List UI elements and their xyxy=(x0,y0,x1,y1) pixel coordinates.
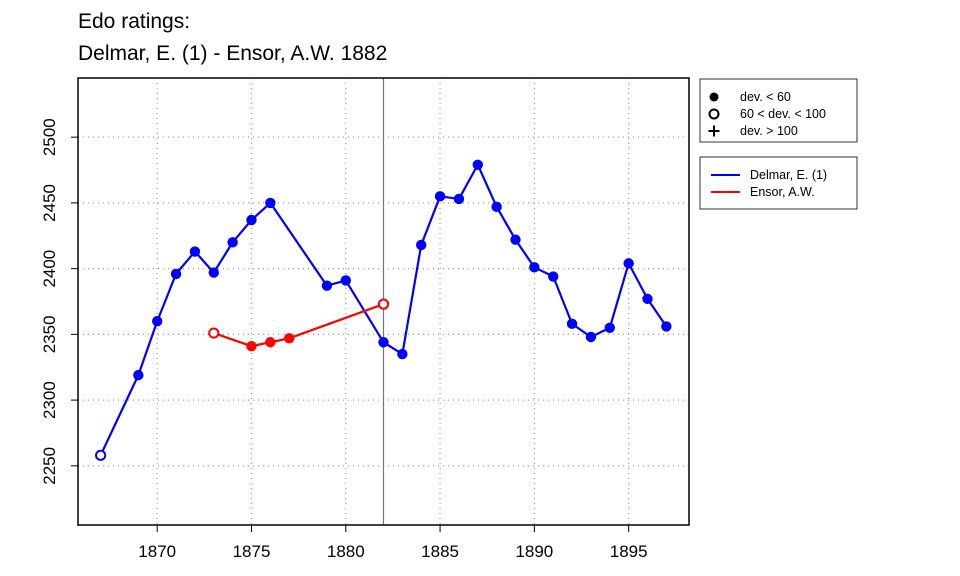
legend-label-delmar: Delmar, E. (1) xyxy=(750,168,827,182)
data-point xyxy=(510,234,521,245)
marker-legend-item-1: 60 < dev. < 100 xyxy=(740,107,826,121)
y-tick-label: 2300 xyxy=(40,381,59,419)
data-point xyxy=(491,201,502,213)
data-point xyxy=(623,258,634,269)
x-tick-label: 1875 xyxy=(233,542,271,561)
series-layer xyxy=(95,159,672,461)
data-point-open xyxy=(208,327,220,339)
legend-label-ensor: Ensor, A.W. xyxy=(750,185,815,199)
series-legend: Delmar, E. (1) Ensor, A.W. xyxy=(699,156,858,210)
chart-subtitle: Delmar, E. (1) - Ensor, A.W. 1882 xyxy=(78,42,387,65)
marker-legend-box xyxy=(699,78,858,143)
x-tick-label: 1880 xyxy=(327,542,365,561)
series-0 xyxy=(95,159,672,461)
data-point xyxy=(397,348,408,360)
data-point xyxy=(453,193,465,205)
data-point-open xyxy=(95,449,107,461)
y-tick-label: 2350 xyxy=(40,315,59,353)
data-point xyxy=(529,262,540,273)
data-point xyxy=(284,333,295,344)
data-point xyxy=(585,331,597,343)
data-point xyxy=(246,341,257,352)
plus-icon xyxy=(708,125,720,137)
data-point xyxy=(133,369,144,381)
data-point xyxy=(642,293,653,305)
data-point xyxy=(208,267,219,278)
data-point xyxy=(566,318,578,330)
data-point xyxy=(246,214,257,226)
data-point xyxy=(227,237,238,248)
series-legend-box xyxy=(699,156,858,210)
series-line xyxy=(213,303,384,348)
data-point xyxy=(661,321,672,332)
y-tick-label: 2450 xyxy=(40,184,59,222)
data-point xyxy=(170,268,182,280)
marker-legend: dev. < 60 60 < dev. < 100 dev. > 100 xyxy=(699,78,858,143)
data-point xyxy=(472,159,483,170)
y-tick-label: 2250 xyxy=(40,447,59,485)
y-tick-label: 2400 xyxy=(40,250,59,288)
chart-title: Edo ratings: xyxy=(78,10,190,33)
data-point xyxy=(434,191,446,202)
data-point xyxy=(321,280,333,291)
marker-legend-item-2: dev. > 100 xyxy=(740,124,798,138)
data-point xyxy=(378,337,389,348)
series-1 xyxy=(208,298,390,352)
data-point-open xyxy=(377,298,390,310)
y-tick-label: 2500 xyxy=(40,118,59,156)
x-tick-label: 1895 xyxy=(610,542,648,561)
plot-frame xyxy=(77,77,690,526)
data-point xyxy=(265,197,276,209)
data-point xyxy=(340,275,351,286)
filled-circle-icon xyxy=(709,92,719,102)
y-axis: 2250 2300 2350 2400 2450 2500 xyxy=(40,118,78,485)
data-point xyxy=(416,239,427,251)
data-point xyxy=(152,316,163,327)
open-circle-icon xyxy=(708,108,720,120)
data-point xyxy=(189,246,201,257)
data-point xyxy=(548,271,559,282)
marker-legend-item-0: dev. < 60 xyxy=(740,90,791,104)
x-tick-label: 1885 xyxy=(421,542,459,561)
data-point xyxy=(265,337,276,348)
data-point xyxy=(604,322,615,333)
x-tick-label: 1870 xyxy=(138,542,176,561)
x-tick-label: 1890 xyxy=(515,542,553,561)
x-axis: 1870 1875 1880 1885 1890 1895 xyxy=(138,525,648,561)
